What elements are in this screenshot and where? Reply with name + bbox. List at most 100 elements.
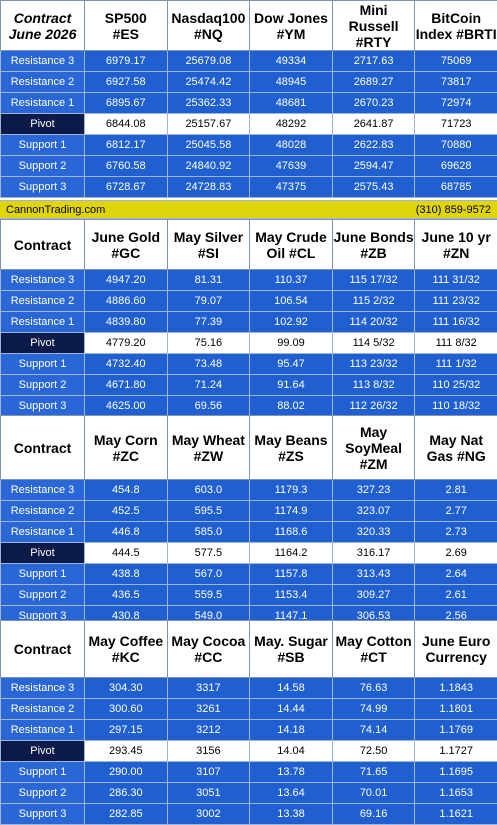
row-label: Resistance 3	[1, 678, 85, 699]
level-value: 14.44	[250, 699, 333, 720]
level-value: 91.64	[250, 375, 333, 396]
column-header: May Silver#SI	[167, 220, 250, 270]
level-value: 2575.43	[332, 177, 415, 198]
level-value: 6895.67	[85, 93, 168, 114]
row-label: Pivot	[1, 741, 85, 762]
column-header: Nasdaq100#NQ	[167, 1, 250, 51]
level-value: 110 18/32	[415, 396, 497, 417]
level-value: 2670.23	[332, 93, 415, 114]
row-label: Resistance 3	[1, 270, 85, 291]
level-value: 113 23/32	[332, 354, 415, 375]
level-value: 3051	[167, 783, 250, 804]
level-value: 304.30	[85, 678, 168, 699]
level-value: 115 17/32	[332, 270, 415, 291]
level-value: 71723	[415, 114, 497, 135]
level-value: 102.92	[250, 312, 333, 333]
level-value: 49334	[250, 51, 333, 72]
level-value: 115 2/32	[332, 291, 415, 312]
level-value: 6844.08	[85, 114, 168, 135]
level-value: 25045.58	[167, 135, 250, 156]
level-value: 111 31/32	[415, 270, 497, 291]
level-value: 603.0	[167, 480, 250, 501]
row-label: Support 1	[1, 762, 85, 783]
level-value: 74.99	[332, 699, 415, 720]
level-value: 3156	[167, 741, 250, 762]
row-label: Support 2	[1, 156, 85, 177]
level-value: 73.48	[167, 354, 250, 375]
column-header: May Corn#ZC	[85, 416, 168, 480]
level-value: 452.5	[85, 501, 168, 522]
column-header: SP500#ES	[85, 1, 168, 51]
column-header: May Wheat#ZW	[167, 416, 250, 480]
level-value: 70.01	[332, 783, 415, 804]
level-value: 567.0	[167, 564, 250, 585]
level-value: 2.64	[415, 564, 497, 585]
level-value: 113 8/32	[332, 375, 415, 396]
level-value: 577.5	[167, 543, 250, 564]
column-header: May Cotton#CT	[332, 621, 415, 678]
level-value: 446.8	[85, 522, 168, 543]
contact-banner: CannonTrading.com (310) 859-9572	[0, 200, 497, 219]
level-value: 2717.63	[332, 51, 415, 72]
row-label: Pivot	[1, 543, 85, 564]
column-header: May. Sugar#SB	[250, 621, 333, 678]
level-value: 4732.40	[85, 354, 168, 375]
level-value: 444.5	[85, 543, 168, 564]
level-value: 2.81	[415, 480, 497, 501]
level-value: 309.27	[332, 585, 415, 606]
level-value: 1179.3	[250, 480, 333, 501]
level-value: 2.61	[415, 585, 497, 606]
contract-header: Contract	[1, 220, 85, 270]
level-value: 14.58	[250, 678, 333, 699]
level-value: 48681	[250, 93, 333, 114]
level-value: 95.47	[250, 354, 333, 375]
row-label: Resistance 2	[1, 501, 85, 522]
level-value: 111 23/32	[415, 291, 497, 312]
row-label: Support 1	[1, 135, 85, 156]
phone-number: (310) 859-9572	[416, 204, 491, 216]
column-header: May Cocoa#CC	[167, 621, 250, 678]
level-value: 290.00	[85, 762, 168, 783]
column-header: May Beans#ZS	[250, 416, 333, 480]
level-value: 13.64	[250, 783, 333, 804]
column-header: May Coffee#KC	[85, 621, 168, 678]
level-value: 73817	[415, 72, 497, 93]
level-value: 3002	[167, 804, 250, 825]
row-label: Pivot	[1, 114, 85, 135]
level-value: 75.16	[167, 333, 250, 354]
level-value: 6812.17	[85, 135, 168, 156]
level-value: 316.17	[332, 543, 415, 564]
level-value: 2641.87	[332, 114, 415, 135]
level-value: 2.73	[415, 522, 497, 543]
level-value: 48028	[250, 135, 333, 156]
level-value: 114 5/32	[332, 333, 415, 354]
level-value: 6979.17	[85, 51, 168, 72]
level-value: 111 8/32	[415, 333, 497, 354]
level-value: 6728.67	[85, 177, 168, 198]
level-value: 70880	[415, 135, 497, 156]
level-value: 112 26/32	[332, 396, 415, 417]
level-value: 1164.2	[250, 543, 333, 564]
